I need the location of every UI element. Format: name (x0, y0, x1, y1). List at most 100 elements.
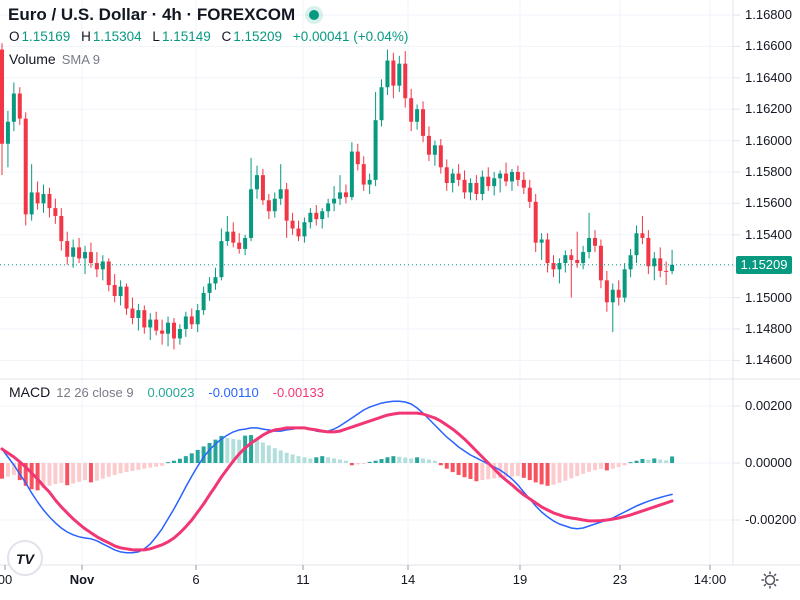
macd-histogram-bar (640, 459, 645, 463)
macd-histogram-bar (670, 456, 675, 463)
macd-histogram-bar (504, 463, 509, 478)
macd-histogram-bar (154, 463, 159, 467)
candle-body (415, 109, 420, 122)
candle-body (373, 120, 378, 180)
macd-histogram-bar (343, 460, 348, 463)
macd-histogram-bar (47, 463, 52, 486)
macd-histogram-bar (195, 449, 200, 463)
high-value: 1.15304 (92, 29, 142, 44)
macd-histogram-bar (462, 463, 467, 478)
macd-histogram-bar (41, 463, 46, 489)
macd-histogram-bar (622, 463, 627, 466)
macd-histogram-bar (272, 448, 277, 463)
macd-histogram-bar (266, 445, 271, 463)
candle-body (610, 289, 615, 303)
macd-histogram-bar (284, 452, 289, 463)
candle-body (450, 173, 455, 183)
macd-histogram-bar (71, 463, 76, 484)
macd-legend-row[interactable]: MACD 12 26 close 9 0.00023 -0.00110 -0.00… (9, 384, 324, 400)
symbol-legend-row[interactable]: Euro / U.S. Dollar · 4h · FOREXCOM (8, 5, 324, 25)
candle-body (83, 252, 88, 259)
macd-label: MACD (9, 384, 51, 400)
macd-histogram-bar (539, 463, 544, 485)
candle-body (130, 308, 135, 319)
candle-body (569, 255, 574, 260)
macd-histogram-bar (474, 463, 479, 482)
candle-body (421, 109, 426, 136)
macd-histogram-bar (509, 463, 514, 477)
candle-body (438, 145, 443, 168)
price-axis[interactable]: 1.16800 1.16600 1.16400 1.16200 1.16000 1.158… (733, 0, 800, 379)
macd-histogram-bar (610, 463, 615, 469)
candle-body (462, 179, 467, 193)
macd-histogram-bar (652, 458, 657, 463)
macd-histogram-bar (124, 463, 129, 473)
candle-body (616, 289, 621, 298)
macd-histogram-bar (100, 463, 105, 479)
candle-body (332, 198, 337, 204)
candle-body (575, 259, 580, 264)
time-axis-label: 14:00 (693, 572, 727, 587)
macd-histogram-bar (355, 463, 360, 465)
price-axis-label: 1.16600 (745, 38, 792, 54)
symbol-title[interactable]: Euro / U.S. Dollar · 4h · FOREXCOM (8, 5, 296, 24)
macd-histogram-bar (29, 463, 34, 490)
macd-histogram-bar (646, 459, 651, 463)
volume-legend-row[interactable]: Volume SMA 9 (9, 51, 100, 67)
candle-body (35, 192, 40, 204)
low-label: L (152, 29, 160, 44)
candle-body (480, 176, 485, 194)
candle-body (604, 280, 609, 303)
macd-histogram-bar (403, 457, 408, 463)
ohlc-legend-row: O 1.15169 H 1.15304 L 1.15149 C 1.15209 +0.0… (9, 29, 408, 44)
candle-body (409, 98, 414, 122)
macd-histogram-bar (237, 439, 242, 463)
macd-axis-label: 0.00200 (745, 398, 792, 413)
candle-body (296, 228, 301, 237)
macd-histogram-bar (225, 437, 230, 463)
tradingview-logo[interactable]: TV (6, 539, 44, 577)
candle-body (5, 121, 10, 144)
macd-histogram-bar (604, 463, 609, 471)
macd-histogram-bar (177, 458, 182, 463)
macd-histogram-bar (409, 458, 414, 463)
candle-body (23, 118, 28, 215)
macd-value-axis[interactable]: 0.00200 0.00000 -0.00200 (733, 379, 800, 565)
macd-histogram-bar (130, 463, 135, 471)
candle-body (598, 245, 603, 281)
macd-histogram-bar (171, 460, 176, 463)
macd-histogram-bar (456, 463, 461, 475)
macd-histogram-bar (527, 463, 532, 481)
market-status-icon[interactable] (305, 6, 324, 24)
price-axis-label: 1.16200 (745, 101, 792, 117)
time-axis-label: 6 (192, 572, 200, 587)
macd-histogram-bar (391, 456, 396, 463)
macd-histogram-bar (278, 450, 283, 463)
candle-body (515, 172, 520, 180)
macd-histogram-bar (94, 463, 99, 481)
macd-histogram-bar (260, 442, 265, 463)
candle-body (266, 200, 271, 212)
candle-body (160, 330, 165, 334)
candle-body (432, 145, 437, 155)
macd-signal-line (0, 411, 674, 552)
candle-body (136, 310, 141, 319)
candle-body (17, 93, 22, 119)
session-settings-sun-icon[interactable] (758, 568, 782, 592)
candle-body (177, 329, 182, 339)
time-axis[interactable]: 00 Nov 6 11 14 19 23 14:00 (0, 565, 800, 600)
candle-body (486, 176, 491, 187)
candle-body (444, 167, 449, 183)
macd-histogram-bar (65, 463, 70, 486)
macd-histogram-bar (166, 462, 171, 464)
macd-histogram-bar (515, 463, 520, 477)
macd-histogram-bar (207, 443, 212, 463)
macd-histogram-bar (118, 463, 123, 474)
price-axis-label: 1.16800 (745, 7, 792, 22)
macd-histogram-bar (249, 435, 254, 463)
candle-body (166, 322, 171, 334)
candle-body (272, 198, 277, 212)
macd-histogram-bar (219, 435, 224, 463)
candle-body (468, 182, 473, 193)
